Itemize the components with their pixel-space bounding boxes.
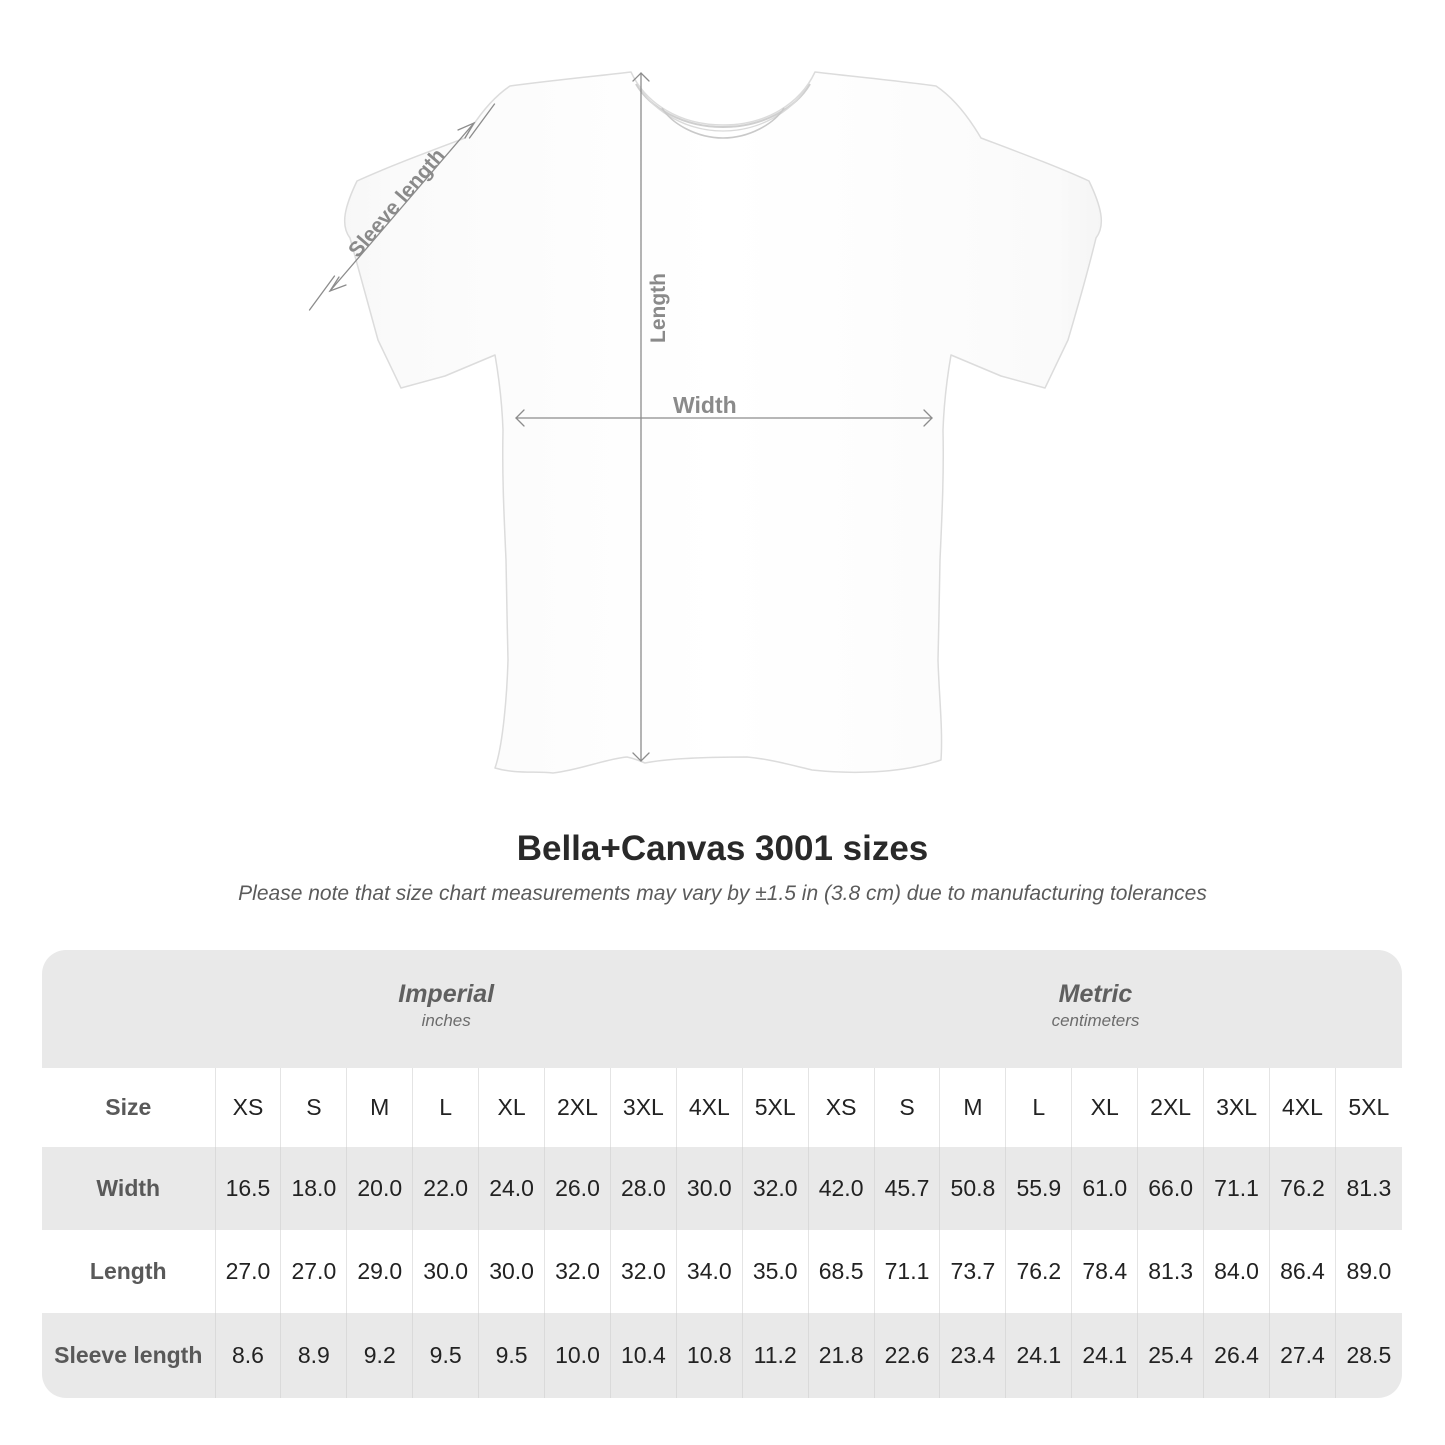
svg-text:Width: Width [673,392,737,418]
svg-text:Length: Length [647,273,670,343]
